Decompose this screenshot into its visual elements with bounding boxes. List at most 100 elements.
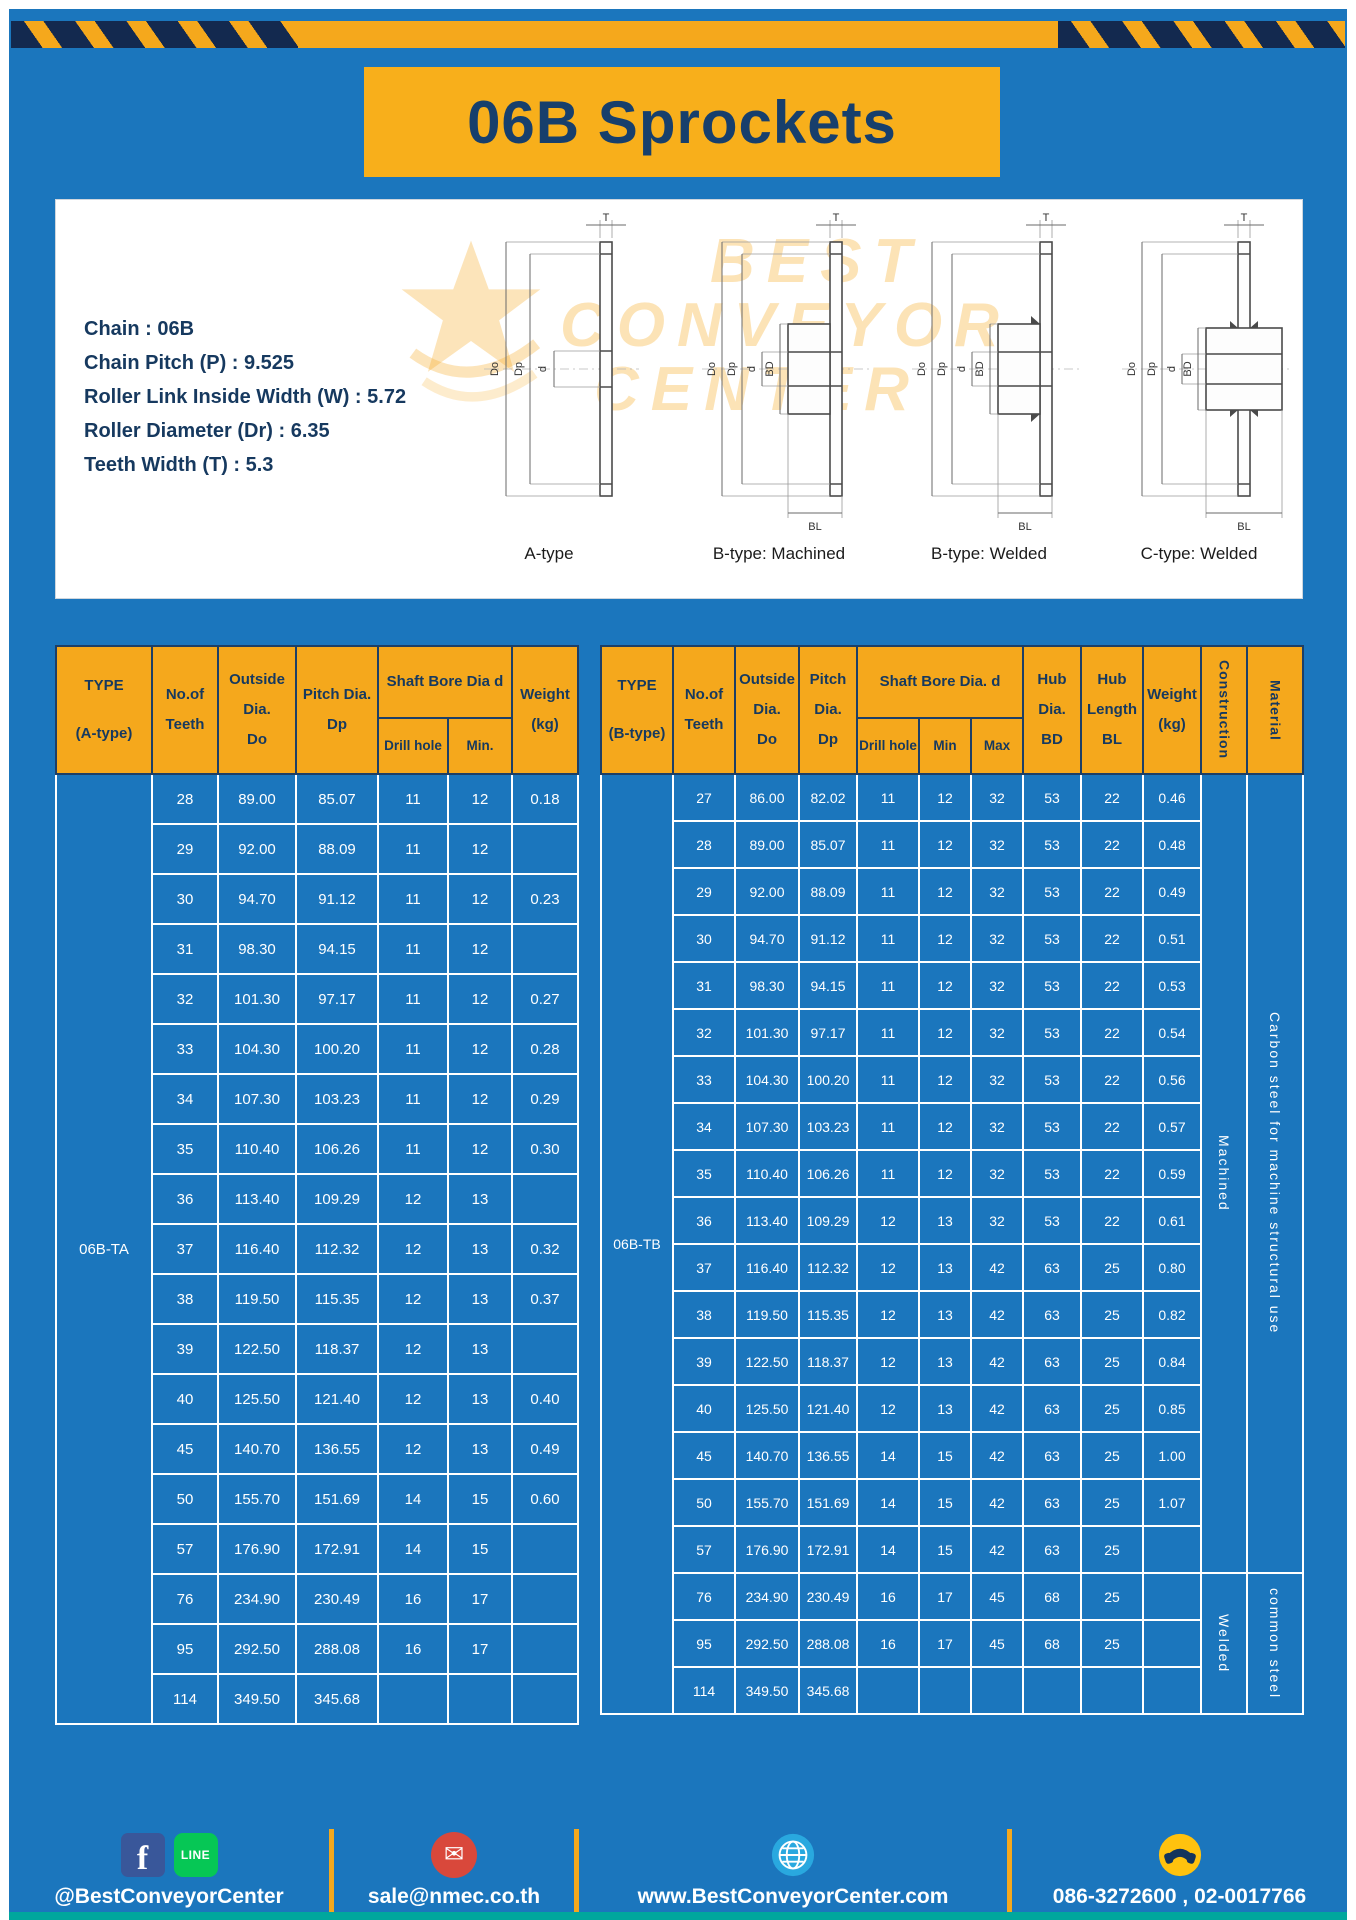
header-type-a: TYPE (A-type) <box>55 645 153 775</box>
figure-c-type-welded: T Do Dp d BD BL C-type: Welded <box>1104 212 1294 564</box>
table-a-cell: 12 <box>447 823 513 875</box>
table-a-row: 33 104.30 100.20 11 12 0.28 <box>56 1023 579 1075</box>
table-a-cell: 97.17 <box>295 973 379 1025</box>
table-a-cell: 50 <box>151 1473 219 1525</box>
table-b-row: 31 98.30 94.15 11 12 32 53 22 0.53 <box>601 961 1303 1010</box>
table-a-row: 31 98.30 94.15 11 12 <box>56 923 579 975</box>
table-a-cell: 155.70 <box>217 1473 297 1525</box>
figure-label: B-type: Machined <box>712 544 846 563</box>
table-b-cell: 53 <box>1022 1055 1082 1104</box>
footer-social-section: @BestConveyorCenter <box>9 1829 329 1917</box>
table-b-cell <box>1080 1666 1144 1715</box>
table-a-cell: 151.69 <box>295 1473 379 1525</box>
table-b-row: 28 89.00 85.07 11 12 32 53 22 0.48 <box>601 820 1303 869</box>
table-b-cell: 89.00 <box>734 820 800 869</box>
table-a-cell: 11 <box>377 773 449 825</box>
table-a-cell: 12 <box>377 1323 449 1375</box>
table-a-cell: 119.50 <box>217 1273 297 1325</box>
table-a-cell: 12 <box>447 1123 513 1175</box>
dim-label-t: T <box>1241 212 1248 224</box>
table-a-row: 76 234.90 230.49 16 17 <box>56 1573 579 1625</box>
table-a-cell: 12 <box>377 1273 449 1325</box>
sprocket-drawing-b-welded: T Do Dp d BD BL <box>912 212 1079 533</box>
table-b-row: 34 107.30 103.23 11 12 32 53 22 0.57 <box>601 1102 1303 1151</box>
table-b-cell: 12 <box>918 1149 972 1198</box>
facebook-icon <box>120 1833 165 1877</box>
table-a-row: 45 140.70 136.55 12 13 0.49 <box>56 1423 579 1475</box>
table-b-cell: 15 <box>918 1431 972 1480</box>
header-teeth: No.of Teeth <box>151 645 219 775</box>
table-b-cell: 22 <box>1080 1102 1144 1151</box>
table-b-cell: 42 <box>970 1337 1024 1386</box>
table-a-cell: 101.30 <box>217 973 297 1025</box>
table-b-cell: 25 <box>1080 1619 1144 1668</box>
table-b-cell: 110.40 <box>734 1149 800 1198</box>
table-b-cell: 33 <box>672 1055 736 1104</box>
table-b-cell: 230.49 <box>798 1572 858 1621</box>
table-b-cell: 63 <box>1022 1337 1082 1386</box>
table-b-cell: 114 <box>672 1666 736 1715</box>
table-a-cell: 38 <box>151 1273 219 1325</box>
table-a-cell: 112.32 <box>295 1223 379 1275</box>
header-teeth: No.of Teeth <box>672 645 736 775</box>
table-b-cell: 103.23 <box>798 1102 858 1151</box>
email-icon <box>431 1832 477 1878</box>
table-b-row: 35 110.40 106.26 11 12 32 53 22 0.59 <box>601 1149 1303 1198</box>
table-a-cell: 107.30 <box>217 1073 297 1125</box>
table-b-cell: 42 <box>970 1290 1024 1339</box>
table-b-row: 50 155.70 151.69 14 15 42 63 25 1.07 <box>601 1478 1303 1527</box>
table-b-cell: 115.35 <box>798 1290 858 1339</box>
table-b-row: 38 119.50 115.35 12 13 42 63 25 0.82 <box>601 1290 1303 1339</box>
table-b-cell: 32 <box>970 1196 1024 1245</box>
table-a-cell: 12 <box>447 773 513 825</box>
table-a-cell: 17 <box>447 1573 513 1625</box>
dim-label-d: d <box>746 366 758 372</box>
table-b-cell <box>856 1666 920 1715</box>
table-a-cell: 14 <box>377 1523 449 1575</box>
construction-cell: Machined <box>1200 773 1248 1574</box>
table-a-cell: 31 <box>151 923 219 975</box>
dim-label-do: Do <box>1126 362 1138 376</box>
table-b-cell: 106.26 <box>798 1149 858 1198</box>
footer-email-text: sale@nmec.co.th <box>367 1885 541 1908</box>
material-cell: common steel <box>1246 1572 1304 1715</box>
table-b-cell: 68 <box>1022 1572 1082 1621</box>
table-a-cell: 103.23 <box>295 1073 379 1125</box>
table-b-row: 30 94.70 91.12 11 12 32 53 22 0.51 <box>601 914 1303 963</box>
dim-label-bd: BD <box>1182 361 1194 376</box>
table-a-cell <box>511 923 579 975</box>
dim-label-do: Do <box>706 362 718 376</box>
dim-label-d: d <box>956 366 968 372</box>
table-b-cell: 12 <box>918 820 972 869</box>
table-a-cell <box>511 1173 579 1225</box>
table-b-cell: 349.50 <box>734 1666 800 1715</box>
table-b-cell: 116.40 <box>734 1243 800 1292</box>
table-b-cell: 12 <box>856 1384 920 1433</box>
table-b-row: 76 234.90 230.49 16 17 45 68 25 Welded common ste… <box>601 1572 1304 1715</box>
table-a-cell: 28 <box>151 773 219 825</box>
table-a-cell: 94.70 <box>217 873 297 925</box>
table-b-cell: 95 <box>672 1619 736 1668</box>
table-b-cell: 17 <box>918 1619 972 1668</box>
table-b-cell: 13 <box>918 1337 972 1386</box>
table-a-cell <box>511 1673 579 1725</box>
table-b-cell: 42 <box>970 1384 1024 1433</box>
header-weight: Weight (kg) <box>1142 645 1202 775</box>
table-b-cell: 0.61 <box>1142 1196 1202 1245</box>
table-b-cell: 57 <box>672 1525 736 1574</box>
table-a-cell: 29 <box>151 823 219 875</box>
table-b-cell: 32 <box>970 1149 1024 1198</box>
header-min: Min <box>918 717 972 775</box>
table-a-row: 50 155.70 151.69 14 15 0.60 <box>56 1473 579 1525</box>
table-b-row: 40 125.50 121.40 12 13 42 63 25 0.85 <box>601 1384 1303 1433</box>
table-b-cell: 12 <box>856 1337 920 1386</box>
table-a-cell: 288.08 <box>295 1623 379 1675</box>
table-b-cell <box>918 1666 972 1715</box>
footer-separator <box>1007 1829 1012 1917</box>
table-a-cell: 14 <box>377 1473 449 1525</box>
table-b-cell: 17 <box>918 1572 972 1621</box>
table-b-row: 37 116.40 112.32 12 13 42 63 25 0.80 <box>601 1243 1303 1292</box>
spec-line: Roller Diameter (Dr) : 6.35 <box>84 420 330 442</box>
table-b-row: 95 292.50 288.08 16 17 45 68 25 <box>601 1619 1303 1668</box>
